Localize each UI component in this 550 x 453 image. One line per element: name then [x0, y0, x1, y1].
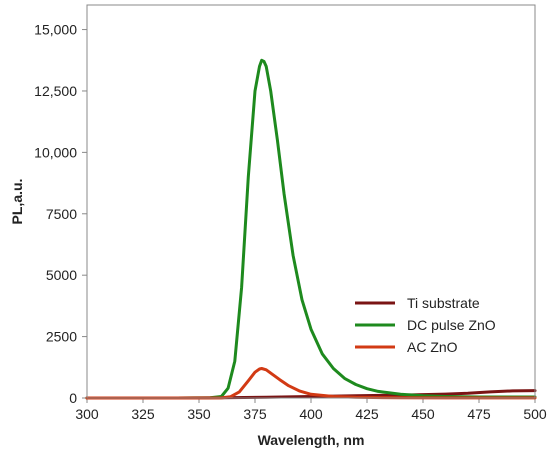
x-axis-title: Wavelength, nm	[258, 432, 365, 448]
series-lines	[85, 58, 537, 400]
x-tick-label: 400	[299, 406, 323, 422]
legend-label: Ti substrate	[407, 295, 480, 311]
x-tick-label: 350	[187, 406, 211, 422]
y-axis-title: PL,a.u.	[9, 179, 25, 225]
legend-label: DC pulse ZnO	[407, 317, 496, 333]
y-tick-label: 0	[69, 390, 77, 406]
y-axis-ticks: 0 2500 5000 7500 10,000 12,500 15,000	[34, 22, 87, 406]
y-tick-label: 10,000	[34, 144, 77, 160]
x-tick-label: 500	[523, 406, 547, 422]
x-tick-label: 475	[467, 406, 491, 422]
x-tick-label: 375	[243, 406, 267, 422]
y-tick-label: 12,500	[34, 83, 77, 99]
x-tick-label: 300	[75, 406, 99, 422]
y-tick-label: 2500	[46, 329, 77, 345]
series-line-dc-pulse-zno	[85, 58, 537, 400]
x-tick-label: 450	[411, 406, 435, 422]
y-tick-label: 5000	[46, 267, 77, 283]
plot-frame	[86, 4, 536, 399]
x-axis-ticks: 300 325 350 375 400 425 450 475 500	[75, 398, 547, 422]
legend-label: AC ZnO	[407, 339, 458, 355]
x-tick-label: 325	[131, 406, 155, 422]
legend: Ti substrate DC pulse ZnO AC ZnO	[355, 295, 496, 355]
y-tick-label: 15,000	[34, 22, 77, 38]
x-tick-label: 425	[355, 406, 379, 422]
y-tick-label: 7500	[46, 206, 77, 222]
